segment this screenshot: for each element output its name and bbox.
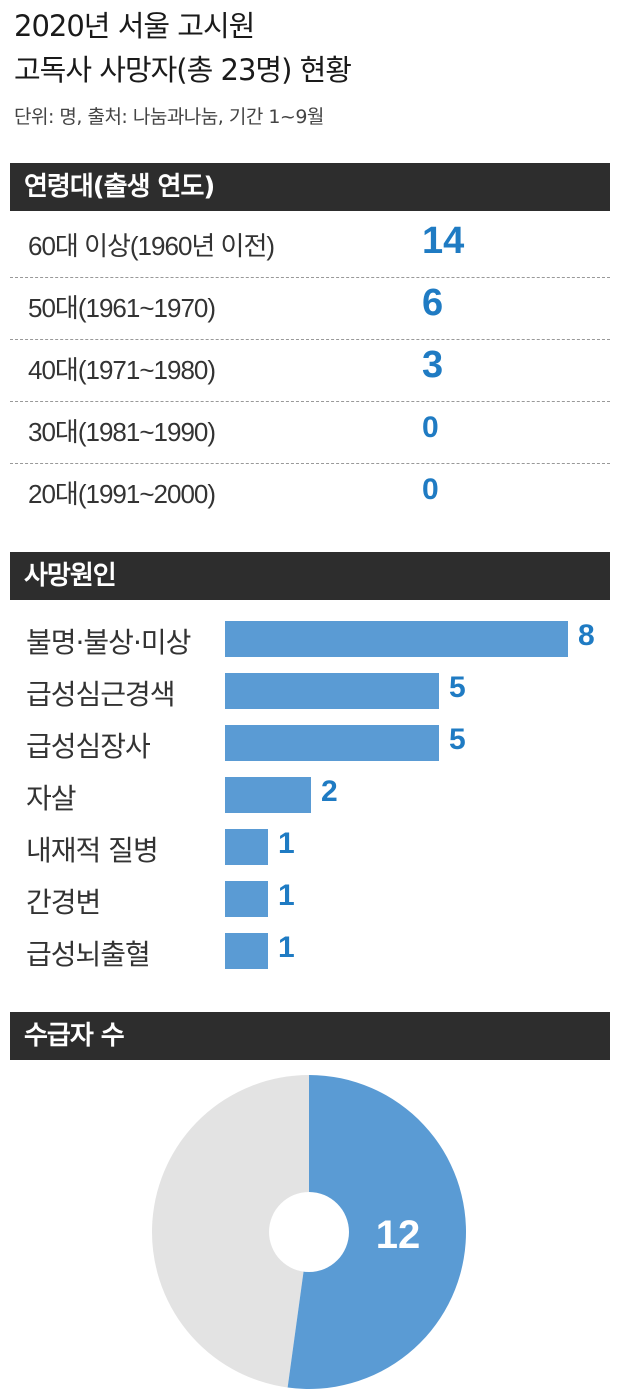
age-label: 20대(1991~2000) <box>28 479 216 509</box>
bar-value-label: 1 <box>278 827 295 860</box>
age-label: 30대(1981~1990) <box>28 417 216 447</box>
age-label: 60대 이상(1960년 이전) <box>28 231 275 261</box>
age-value: 3 <box>422 344 444 386</box>
bar-row: 급성심장사 5 <box>10 721 610 773</box>
age-value: 0 <box>422 411 439 444</box>
bar-value-label: 1 <box>278 931 295 964</box>
bar <box>225 673 439 709</box>
welfare-pie-chart: 12 <box>152 1075 467 1389</box>
age-value: 0 <box>422 473 439 506</box>
age-row: 30대(1981~1990) 0 <box>10 402 610 464</box>
bar-category-label: 간경변 <box>26 886 101 919</box>
bar-category-label: 내재적 질병 <box>26 834 159 867</box>
bar-row: 급성뇌출혈 1 <box>10 929 610 981</box>
pie-slice-recipients <box>287 1075 467 1389</box>
bar <box>225 725 439 761</box>
row-divider <box>10 401 610 402</box>
age-value: 6 <box>422 282 444 324</box>
bar-value-label: 2 <box>321 775 338 808</box>
section-header-age: 연령대(출생 연도) <box>10 163 610 211</box>
bar-value-label: 1 <box>278 879 295 912</box>
row-divider <box>10 277 610 278</box>
bar-category-label: 자살 <box>26 782 77 815</box>
age-label: 50대(1961~1970) <box>28 293 216 323</box>
bar-row: 불명·불상·미상 8 <box>10 617 610 669</box>
bar-row: 자살 2 <box>10 773 610 825</box>
bar-row: 간경변 1 <box>10 877 610 929</box>
pie-slice-rest <box>152 1075 309 1388</box>
bar-value-label: 5 <box>449 723 466 756</box>
title-line-1: 2020년 서울 고시원 <box>14 9 255 43</box>
bar <box>225 777 311 813</box>
age-row: 60대 이상(1960년 이전) 14 <box>10 216 610 278</box>
age-label: 40대(1971~1980) <box>28 355 216 385</box>
bar-category-label: 급성심근경색 <box>26 678 176 711</box>
bar-category-label: 급성뇌출혈 <box>26 938 151 971</box>
bar <box>225 881 268 917</box>
bar <box>225 621 568 657</box>
row-divider <box>10 463 610 464</box>
pie-slice-label: 12 <box>376 1213 421 1257</box>
title-line-2: 고독사 사망자(총 23명) 현황 <box>14 53 352 87</box>
age-row: 40대(1971~1980) 3 <box>10 340 610 402</box>
chart-title: 2020년 서울 고시원 고독사 사망자(총 23명) 현황 <box>14 4 352 92</box>
bar <box>225 933 268 969</box>
section-header-welfare: 수급자 수 <box>10 1012 610 1060</box>
pie-center-hole <box>269 1192 349 1272</box>
age-row: 50대(1961~1970) 6 <box>10 278 610 340</box>
row-divider <box>10 339 610 340</box>
bar-row: 내재적 질병 1 <box>10 825 610 877</box>
bar-category-label: 불명·불상·미상 <box>26 626 191 659</box>
bar-value-label: 8 <box>578 619 595 652</box>
section-header-cause: 사망원인 <box>10 552 610 600</box>
age-value: 14 <box>422 220 465 262</box>
bar-category-label: 급성심장사 <box>26 730 151 763</box>
bar-value-label: 5 <box>449 671 466 704</box>
bar <box>225 829 268 865</box>
bar-row: 급성심근경색 5 <box>10 669 610 721</box>
age-row: 20대(1991~2000) 0 <box>10 464 610 526</box>
chart-subtitle: 단위: 명, 출처: 나눔과나눔, 기간 1~9월 <box>14 106 324 128</box>
